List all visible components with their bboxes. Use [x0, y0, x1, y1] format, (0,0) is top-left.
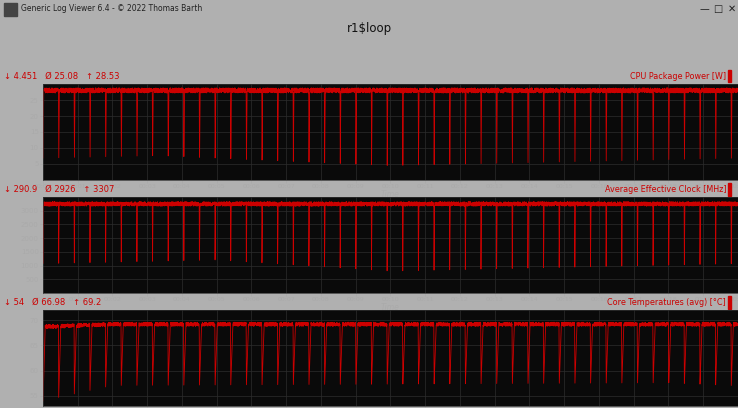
Text: ↓ 4.451   Ø 25.08   ↑ 28.53: ↓ 4.451 Ø 25.08 ↑ 28.53	[4, 72, 120, 81]
Bar	[4, 3, 17, 16]
Text: Generic Log Viewer 6.4 - © 2022 Thomas Barth: Generic Log Viewer 6.4 - © 2022 Thomas B…	[21, 4, 202, 13]
Text: □: □	[714, 4, 723, 14]
Text: ↓ 290.9   Ø 2926   ↑ 3307: ↓ 290.9 Ø 2926 ↑ 3307	[4, 185, 114, 194]
Text: ✕: ✕	[727, 4, 736, 14]
Text: r1$loop: r1$loop	[346, 22, 392, 35]
X-axis label: Time: Time	[381, 304, 400, 313]
Text: Core Temperatures (avg) [°C]: Core Temperatures (avg) [°C]	[607, 298, 726, 307]
X-axis label: Time: Time	[381, 191, 400, 200]
Text: CPU Package Power [W]: CPU Package Power [W]	[630, 72, 726, 81]
Bar	[728, 70, 731, 82]
Bar	[728, 296, 731, 308]
Text: —: —	[700, 4, 710, 14]
Text: Average Effective Clock [MHz]: Average Effective Clock [MHz]	[604, 185, 726, 194]
Bar	[728, 183, 731, 195]
Text: ↓ 54   Ø 66.98   ↑ 69.2: ↓ 54 Ø 66.98 ↑ 69.2	[4, 298, 101, 307]
